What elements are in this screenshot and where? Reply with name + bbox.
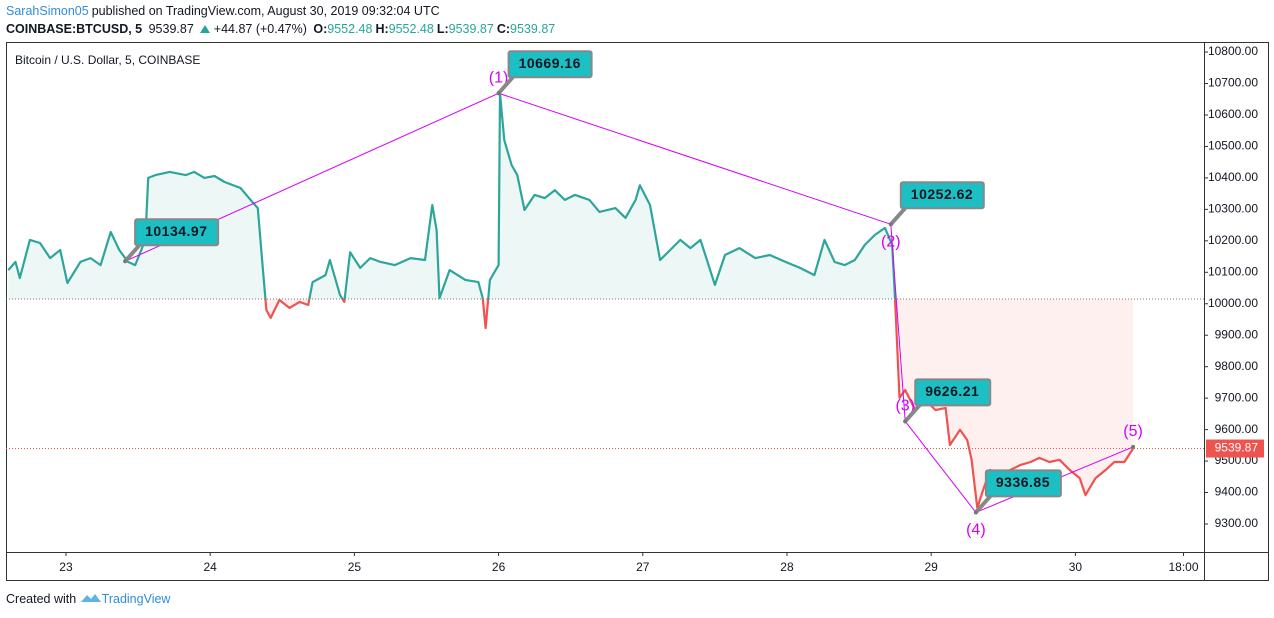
callout-label: 9336.85	[996, 474, 1050, 490]
author[interactable]: SarahSimon05	[6, 4, 89, 18]
x-tick-label: 18:00	[1169, 560, 1199, 574]
callout-box	[914, 378, 992, 407]
x-tick-label: 29	[924, 560, 938, 574]
header-line-2: COINBASE:BTCUSD, 5 9539.87 +44.87 (+0.47…	[6, 22, 561, 36]
wave-label: (2)	[881, 234, 901, 251]
y-tick-label: 9900.00	[1215, 327, 1259, 341]
ohlc-value: 9539.87	[448, 22, 494, 36]
wave-label: (3)	[895, 398, 915, 415]
callout-point	[973, 510, 978, 515]
y-tick-label: 9700.00	[1215, 390, 1259, 404]
callout-box	[134, 218, 220, 247]
callout-point	[496, 91, 501, 96]
x-tick-label: 25	[348, 560, 362, 574]
y-tick-label: 9400.00	[1215, 485, 1259, 499]
tv-logo	[80, 594, 101, 602]
y-tick-label: 10600.00	[1208, 107, 1258, 121]
callout-box	[984, 469, 1062, 498]
x-tick-label: 28	[780, 560, 794, 574]
callout-point	[123, 259, 128, 264]
footer: Created with TradingView	[6, 592, 170, 606]
callout-box	[507, 50, 593, 79]
y-tick-label: 10300.00	[1208, 202, 1258, 216]
callout-label: 9626.21	[925, 383, 979, 399]
last-price-label: 9539.87	[1215, 441, 1259, 455]
wave-label: (4)	[966, 522, 986, 539]
price-line	[7, 92, 1135, 510]
y-tick-label: 10000.00	[1208, 296, 1258, 310]
y-tick-label: 9600.00	[1215, 422, 1259, 436]
y-tick-label: 9800.00	[1215, 359, 1259, 373]
header-line-1: SarahSimon05 published on TradingView.com…	[6, 4, 443, 18]
ohlc-value: 9552.48	[327, 22, 373, 36]
ohlc: O:9552.48 H:9552.48 L:9539.87 C:9539.87	[313, 22, 558, 36]
ohlc-key: O:	[313, 22, 328, 36]
baseline-area	[8, 93, 1134, 509]
wave-label: (1)	[489, 69, 509, 86]
y-tick-label: 10500.00	[1208, 139, 1258, 153]
ohlc-key: L:	[436, 22, 449, 36]
callout-point	[903, 419, 908, 424]
ohlc-key: C:	[496, 22, 511, 36]
price: 9539.87	[148, 22, 194, 36]
y-tick-label: 10400.00	[1208, 170, 1258, 184]
callout-label: 10669.16	[519, 55, 581, 71]
x-tick-label: 26	[492, 560, 506, 574]
y-tick-label: 10800.00	[1208, 44, 1258, 58]
wave-label: (5)	[1123, 423, 1143, 440]
symbol: COINBASE:BTCUSD, 5	[6, 22, 143, 36]
wave-pattern	[124, 92, 1134, 514]
x-tick-label: 23	[59, 560, 73, 574]
wave-point	[1131, 444, 1136, 449]
plot-area	[6, 92, 1204, 510]
chart-title: Bitcoin / U.S. Dollar, 5, COINBASE	[15, 53, 200, 67]
callout-box	[899, 181, 985, 210]
callout-point	[888, 222, 893, 227]
ohlc-value: 9539.87	[510, 22, 556, 36]
x-tick-label: 24	[204, 560, 218, 574]
brand[interactable]: TradingView	[101, 592, 171, 606]
x-tick-label: 30	[1069, 560, 1083, 574]
y-tick-label: 9300.00	[1215, 516, 1259, 530]
up-arrow	[200, 25, 211, 33]
y-tick-label: 10100.00	[1208, 264, 1258, 278]
last-price-box	[1206, 439, 1264, 458]
callout-label: 10134.97	[145, 223, 207, 239]
published: published on TradingView.com, August 30,…	[91, 4, 440, 18]
y-tick-label: 10700.00	[1208, 76, 1258, 90]
created-with: Created with	[6, 592, 77, 606]
ohlc-value: 9552.48	[388, 22, 434, 36]
ohlc-key: H:	[375, 22, 389, 36]
callout-label: 10252.62	[911, 186, 973, 202]
y-tick-label: 10200.00	[1208, 233, 1258, 247]
x-tick-label: 27	[636, 560, 650, 574]
change: +44.87 (+0.47%)	[213, 22, 307, 36]
